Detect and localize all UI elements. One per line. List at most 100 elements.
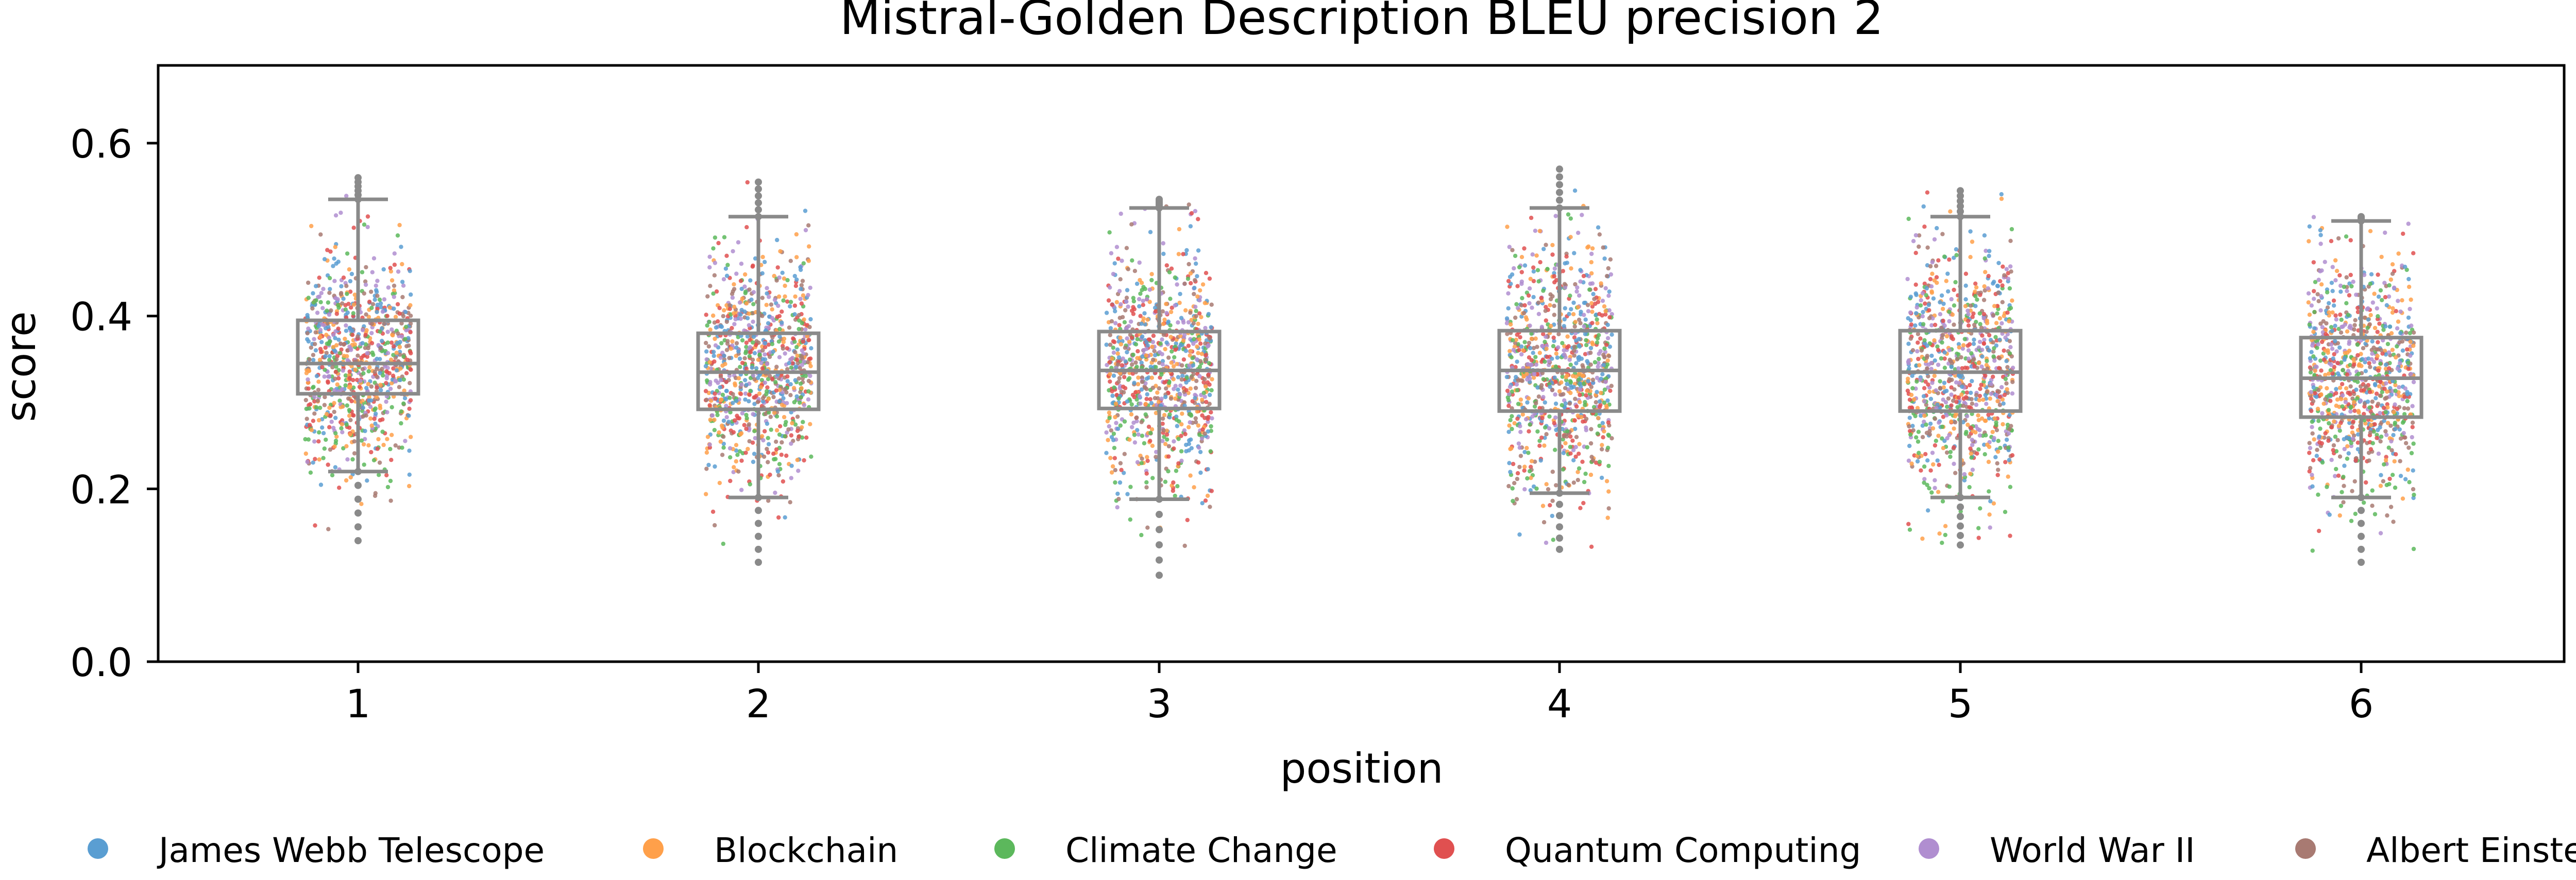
data-point [721, 418, 726, 423]
data-point [765, 361, 770, 367]
data-point [338, 211, 343, 215]
data-point [794, 277, 799, 282]
data-point [800, 435, 805, 440]
data-point [1160, 439, 1165, 443]
data-point [345, 251, 350, 256]
data-point [764, 303, 769, 307]
data-point [728, 478, 733, 484]
data-point [339, 284, 344, 289]
data-point [752, 377, 757, 382]
data-point [1973, 294, 1978, 299]
data-point [1556, 345, 1561, 350]
data-point [1992, 358, 1997, 363]
data-point [1554, 483, 1558, 488]
data-point [781, 298, 786, 303]
data-point [1975, 451, 1979, 456]
data-point [785, 401, 789, 406]
data-point [1118, 423, 1123, 428]
data-point [1515, 359, 1519, 364]
data-point [1115, 351, 1120, 356]
data-point [1583, 403, 1587, 407]
data-point [1971, 341, 1976, 346]
data-point [747, 439, 752, 444]
data-point [769, 427, 773, 432]
data-point [1970, 315, 1975, 319]
data-point [1575, 285, 1580, 290]
data-point [1916, 429, 1921, 434]
data-point [1986, 412, 1991, 417]
data-point [375, 385, 379, 390]
data-point [1187, 202, 1191, 207]
data-point [2307, 313, 2312, 317]
data-point [1928, 396, 1934, 401]
data-point [1976, 360, 1981, 366]
data-point [1923, 301, 1927, 306]
data-point [724, 253, 729, 258]
data-point [808, 356, 813, 361]
data-point [2393, 485, 2398, 490]
data-point [2003, 335, 2008, 340]
data-point [1114, 245, 1120, 249]
data-point [2008, 345, 2013, 350]
data-point [1513, 365, 1518, 370]
data-point [1156, 400, 1161, 404]
data-point [347, 344, 352, 349]
data-point [766, 450, 771, 455]
data-point [1982, 337, 1987, 342]
data-point [720, 392, 725, 397]
data-point [1547, 359, 1551, 364]
data-point [311, 419, 316, 423]
data-point [1210, 377, 1214, 382]
data-point [751, 290, 756, 295]
data-point [345, 310, 350, 315]
data-point [763, 344, 768, 350]
data-point [2001, 401, 2006, 406]
data-point [1922, 281, 1927, 286]
data-point [1109, 470, 1114, 475]
data-point [1938, 300, 1942, 305]
data-point [1537, 406, 1542, 410]
data-point [1906, 316, 1910, 321]
data-point [1126, 304, 1130, 309]
data-point [1173, 493, 1177, 498]
data-point [1209, 302, 1214, 307]
data-point [1578, 506, 1583, 510]
data-point [704, 313, 708, 317]
data-point [1531, 351, 1535, 355]
data-point [385, 351, 391, 355]
data-point [737, 449, 742, 454]
data-point [1117, 386, 1122, 391]
data-point [307, 406, 312, 411]
data-point [1113, 401, 1118, 406]
data-point [738, 365, 742, 369]
data-point [373, 406, 378, 411]
data-point [362, 222, 367, 227]
data-point [1581, 273, 1586, 279]
data-point [1203, 498, 1208, 503]
data-point [1173, 348, 1178, 352]
data-point [2370, 441, 2375, 445]
data-point [1926, 508, 1930, 513]
data-point [724, 415, 729, 420]
data-point [2319, 392, 2324, 397]
data-point [316, 379, 321, 384]
data-point [1525, 476, 1530, 481]
data-point [1504, 316, 1510, 321]
data-point [2323, 431, 2328, 436]
data-point [1180, 373, 1185, 378]
data-point [806, 378, 811, 383]
data-point [1168, 335, 1173, 339]
data-point [1917, 244, 1921, 249]
data-point [389, 458, 394, 462]
data-point [1987, 348, 1992, 353]
data-point [808, 422, 812, 426]
data-point [1915, 349, 1920, 354]
data-point [1137, 297, 1142, 302]
data-point [2388, 423, 2393, 428]
data-point [343, 307, 348, 312]
data-point [1967, 405, 1972, 409]
data-point [1548, 292, 1553, 297]
data-point [378, 301, 383, 306]
data-point [1589, 301, 1594, 306]
data-point [1106, 438, 1110, 442]
